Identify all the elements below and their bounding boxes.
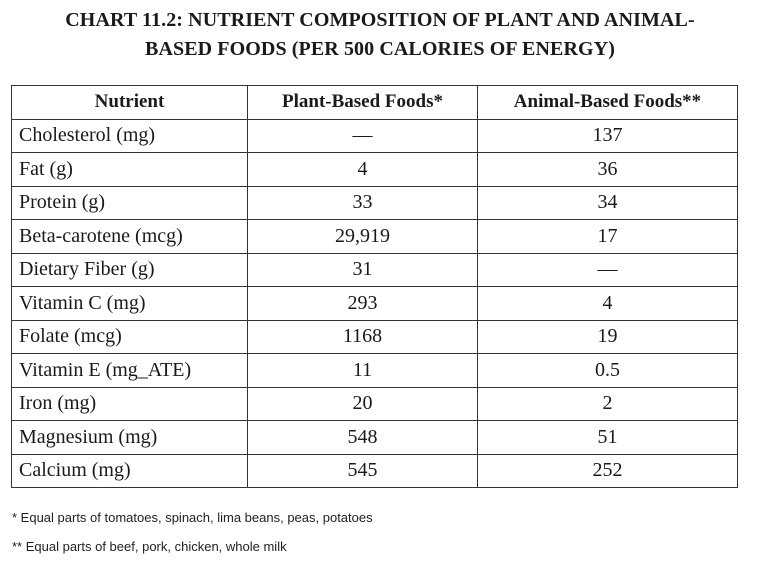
chart-title-line-1: CHART 11.2: NUTRIENT COMPOSITION OF PLAN… bbox=[65, 9, 695, 31]
nutrient-name: Folate (mcg) bbox=[11, 319, 248, 354]
animal-value: 2 bbox=[477, 386, 738, 421]
plant-value: 33 bbox=[247, 185, 478, 220]
plant-value: 20 bbox=[247, 386, 478, 421]
plant-value: 293 bbox=[247, 286, 478, 321]
footnote-plant-based: * Equal parts of tomatoes, spinach, lima… bbox=[12, 510, 373, 525]
plant-value: 1168 bbox=[247, 319, 478, 354]
header-nutrient: Nutrient bbox=[11, 85, 248, 120]
nutrient-name: Calcium (mg) bbox=[11, 453, 248, 488]
table-row: Folate (mcg) 1168 19 bbox=[11, 319, 738, 354]
chart-title-line-2: BASED FOODS (PER 500 CALORIES OF ENERGY) bbox=[145, 38, 615, 60]
table-row: Vitamin E (mg_ATE) 11 0.5 bbox=[11, 353, 738, 388]
table-row: Beta-carotene (mcg) 29,919 17 bbox=[11, 219, 738, 254]
nutrient-name: Dietary Fiber (g) bbox=[11, 252, 248, 287]
animal-value: 17 bbox=[477, 219, 738, 254]
animal-value: 4 bbox=[477, 286, 738, 321]
table-row: Calcium (mg) 545 252 bbox=[11, 453, 738, 488]
header-plant-based: Plant-Based Foods* bbox=[247, 85, 478, 120]
animal-value: 34 bbox=[477, 185, 738, 220]
nutrient-name: Cholesterol (mg) bbox=[11, 118, 248, 153]
nutrient-name: Iron (mg) bbox=[11, 386, 248, 421]
nutrient-name: Beta-carotene (mcg) bbox=[11, 219, 248, 254]
animal-value: 252 bbox=[477, 453, 738, 488]
plant-value: 545 bbox=[247, 453, 478, 488]
nutrient-name: Vitamin C (mg) bbox=[11, 286, 248, 321]
nutrient-table: Nutrient Plant-Based Foods* Animal-Based… bbox=[11, 85, 738, 488]
plant-value: — bbox=[247, 118, 478, 153]
animal-value: — bbox=[477, 252, 738, 287]
footnote-animal-based: ** Equal parts of beef, pork, chicken, w… bbox=[12, 539, 287, 554]
table-row: Iron (mg) 20 2 bbox=[11, 386, 738, 421]
animal-value: 51 bbox=[477, 420, 738, 455]
plant-value: 11 bbox=[247, 353, 478, 388]
nutrient-name: Fat (g) bbox=[11, 152, 248, 187]
animal-value: 19 bbox=[477, 319, 738, 354]
nutrient-name: Vitamin E (mg_ATE) bbox=[11, 353, 248, 388]
animal-value: 0.5 bbox=[477, 353, 738, 388]
table-header-row: Nutrient Plant-Based Foods* Animal-Based… bbox=[11, 85, 738, 120]
animal-value: 137 bbox=[477, 118, 738, 153]
header-animal-based: Animal-Based Foods** bbox=[477, 85, 738, 120]
table-row: Protein (g) 33 34 bbox=[11, 185, 738, 220]
table-row: Vitamin C (mg) 293 4 bbox=[11, 286, 738, 321]
chart-title: CHART 11.2: NUTRIENT COMPOSITION OF PLAN… bbox=[0, 6, 760, 64]
nutrient-name: Magnesium (mg) bbox=[11, 420, 248, 455]
plant-value: 31 bbox=[247, 252, 478, 287]
plant-value: 29,919 bbox=[247, 219, 478, 254]
table-row: Fat (g) 4 36 bbox=[11, 152, 738, 187]
nutrient-name: Protein (g) bbox=[11, 185, 248, 220]
table-row: Dietary Fiber (g) 31 — bbox=[11, 252, 738, 287]
plant-value: 548 bbox=[247, 420, 478, 455]
animal-value: 36 bbox=[477, 152, 738, 187]
table-row: Magnesium (mg) 548 51 bbox=[11, 420, 738, 455]
plant-value: 4 bbox=[247, 152, 478, 187]
table-row: Cholesterol (mg) — 137 bbox=[11, 118, 738, 153]
